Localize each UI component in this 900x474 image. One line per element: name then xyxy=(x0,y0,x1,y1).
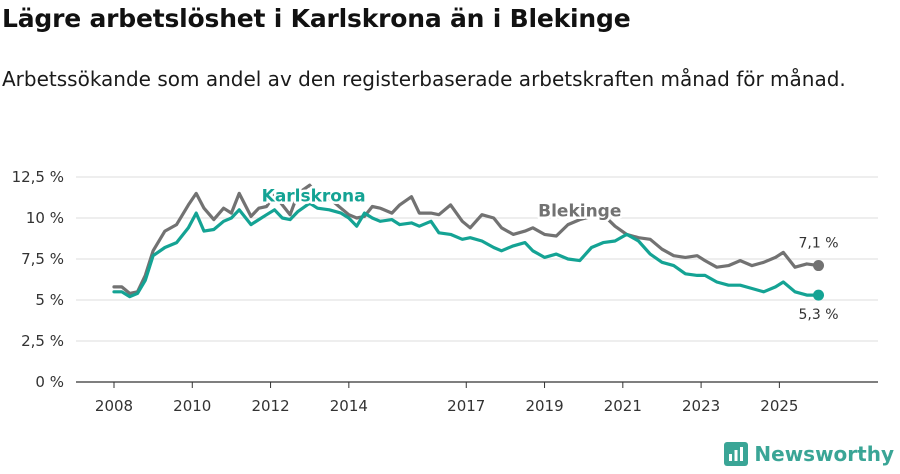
x-tick-label: 2021 xyxy=(604,397,642,415)
brand-name: Newsworthy xyxy=(754,442,894,466)
y-tick-label: 2,5 % xyxy=(21,332,64,350)
series-line-karlskrona xyxy=(112,201,821,299)
y-tick-label: 12,5 % xyxy=(12,168,64,186)
chart-title: Lägre arbetslöshet i Karlskrona än i Ble… xyxy=(2,4,631,33)
x-tick-label: 2023 xyxy=(682,397,720,415)
labels: 7,1 % 5,3 % Karlskrona Blekinge xyxy=(259,184,839,323)
grid xyxy=(76,176,878,342)
x-tick-label: 2008 xyxy=(95,397,133,415)
y-tick-label: 7,5 % xyxy=(21,250,64,268)
x-tick-label: 2012 xyxy=(251,397,289,415)
newsworthy-logo-icon xyxy=(724,442,749,466)
x-tick-label: 2017 xyxy=(447,397,485,415)
series-line-blekinge xyxy=(112,183,821,295)
x-axis: 2008 2010 2012 2014 2017 2019 2021 2023 2025 xyxy=(76,381,878,415)
series-label-karlskrona: Karlskrona xyxy=(262,187,366,207)
x-tick-label: 2014 xyxy=(330,397,368,415)
x-tick-label: 2019 xyxy=(525,397,563,415)
y-tick-label: 0 % xyxy=(35,373,64,391)
chart-subtitle: Arbetssökande som andel av den registerb… xyxy=(2,67,846,91)
x-tick-label: 2025 xyxy=(760,397,798,415)
y-tick-label: 10 % xyxy=(26,209,64,227)
y-tick-label: 5 % xyxy=(35,291,64,309)
series xyxy=(112,183,825,301)
end-point-karlskrona xyxy=(813,289,825,301)
series-label-blekinge: Blekinge xyxy=(538,201,621,221)
end-point-blekinge xyxy=(813,260,825,272)
end-value-label-karlskrona: 5,3 % xyxy=(799,307,839,323)
brand-logo: Newsworthy xyxy=(724,442,894,466)
x-tick-label: 2010 xyxy=(173,397,211,415)
y-axis: 0 % 2,5 % 5 % 7,5 % 10 % 12,5 % xyxy=(12,168,64,391)
end-value-label-blekinge: 7,1 % xyxy=(799,236,839,252)
